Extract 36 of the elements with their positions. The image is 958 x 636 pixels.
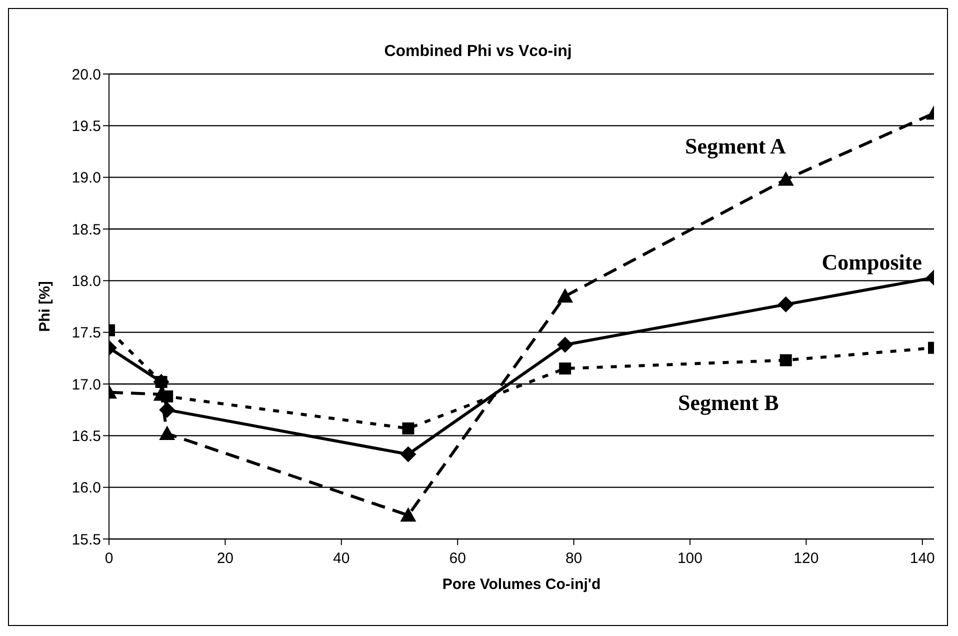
x-axis-title: Pore Volumes Co-inj'd: [442, 576, 601, 593]
point: [159, 402, 176, 418]
point: [159, 426, 176, 440]
x-tick-label: 40: [333, 550, 350, 567]
point: [402, 422, 414, 434]
y-tick-label: 15.5: [72, 531, 101, 548]
point: [557, 336, 574, 353]
series-label: Composite: [822, 250, 922, 275]
y-tick-label: 19.5: [72, 118, 101, 135]
point: [161, 390, 174, 402]
x-tick-label: 80: [565, 550, 582, 567]
point: [557, 288, 574, 303]
series-label: Segment B: [678, 390, 780, 416]
x-tick-label: 60: [449, 550, 466, 567]
point: [778, 171, 794, 186]
x-tick-label: 0: [104, 550, 114, 567]
y-axis-title: Phi [%]: [36, 281, 54, 332]
point: [780, 354, 792, 366]
series-label: Segment A: [685, 133, 786, 158]
x-tick-label: 120: [794, 550, 819, 567]
y-tick-label: 17.0: [72, 376, 101, 394]
point: [400, 446, 416, 462]
y-tick-label: 20.0: [72, 66, 101, 84]
x-tick-label: 100: [677, 550, 702, 567]
y-tick-label: 18.0: [72, 272, 101, 290]
y-tick-label: 17.5: [72, 324, 101, 342]
point: [400, 507, 416, 522]
point: [559, 362, 572, 374]
y-tick-label: 18.5: [72, 221, 101, 238]
chart-title: Combined Phi vs Vco-inj: [383, 43, 573, 61]
y-tick-label: 16.5: [72, 428, 101, 445]
y-tick-label: 19.0: [72, 170, 101, 187]
x-tick-label: 20: [216, 550, 234, 567]
point: [778, 296, 794, 312]
x-tick-label: 140: [910, 550, 935, 567]
y-tick-label: 16.0: [72, 480, 101, 497]
